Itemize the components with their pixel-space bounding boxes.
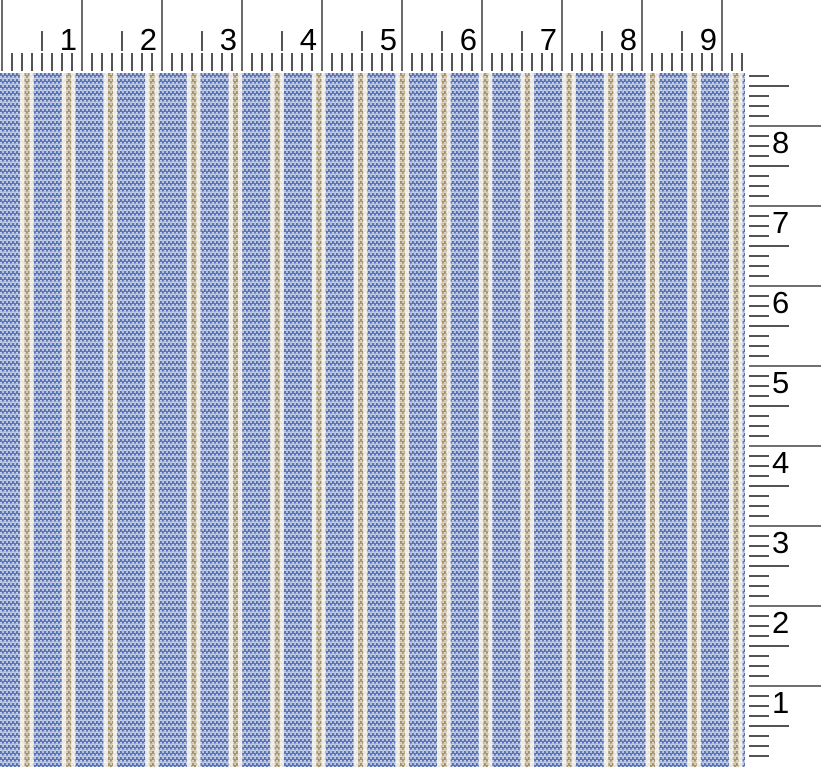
blue-stripe xyxy=(117,73,146,767)
tan-stripe xyxy=(399,73,405,767)
tan-stripe xyxy=(691,73,697,767)
blue-stripe xyxy=(283,73,312,767)
blue-stripe xyxy=(450,73,479,767)
tan-stripe xyxy=(441,73,447,767)
blue-stripe xyxy=(158,73,187,767)
tan-stripe xyxy=(650,73,655,767)
blue-stripe xyxy=(0,73,20,767)
tan-stripe xyxy=(274,73,280,767)
blue-stripe xyxy=(700,73,729,767)
blue-stripe xyxy=(409,73,437,767)
tan-stripe xyxy=(107,73,113,767)
blue-stripe xyxy=(492,73,521,767)
tan-stripe xyxy=(524,73,530,767)
inch-label: 6 xyxy=(772,285,789,320)
tan-stripe xyxy=(483,73,489,767)
inch-label: 7 xyxy=(772,205,789,240)
inch-label: 5 xyxy=(380,22,397,57)
blue-stripe xyxy=(75,73,104,767)
tan-stripe xyxy=(191,73,197,767)
inch-label: 1 xyxy=(60,22,77,57)
inch-label: 2 xyxy=(772,605,789,640)
inch-label: 3 xyxy=(220,22,237,57)
blue-stripe xyxy=(617,73,646,767)
blue-stripe xyxy=(367,73,396,767)
tan-stripe xyxy=(66,73,72,767)
inch-label: 3 xyxy=(772,525,789,560)
blue-stripe xyxy=(534,73,563,767)
tan-stripe xyxy=(608,73,614,767)
blue-stripe xyxy=(325,73,354,767)
blue-stripe xyxy=(242,73,271,767)
inch-label: 2 xyxy=(140,22,157,57)
blue-stripe xyxy=(575,73,604,767)
blue-stripe xyxy=(659,73,688,767)
inch-label: 4 xyxy=(300,22,317,57)
tan-stripe xyxy=(149,73,155,767)
inch-label: 1 xyxy=(772,685,789,720)
blue-stripe xyxy=(33,73,62,767)
right-ruler: 8 7 6 5 4 3 2 1 xyxy=(749,75,821,757)
blue-stripe xyxy=(742,73,745,767)
inch-label: 7 xyxy=(540,22,557,57)
tan-stripe xyxy=(24,73,30,767)
tan-stripe xyxy=(733,73,739,767)
inch-label: 8 xyxy=(772,125,789,160)
tan-stripe xyxy=(358,73,364,767)
top-ruler: 1 2 3 4 5 6 7 8 9 xyxy=(1,0,743,71)
tan-stripe xyxy=(566,73,572,767)
inch-label: 5 xyxy=(772,365,789,400)
tan-stripe xyxy=(233,73,238,767)
inch-label: 9 xyxy=(700,22,717,57)
fabric-swatch xyxy=(0,73,745,767)
inch-label: 6 xyxy=(460,22,477,57)
tan-stripe xyxy=(316,73,322,767)
inch-label: 4 xyxy=(772,445,789,480)
inch-label: 8 xyxy=(620,22,637,57)
blue-stripe xyxy=(200,73,229,767)
